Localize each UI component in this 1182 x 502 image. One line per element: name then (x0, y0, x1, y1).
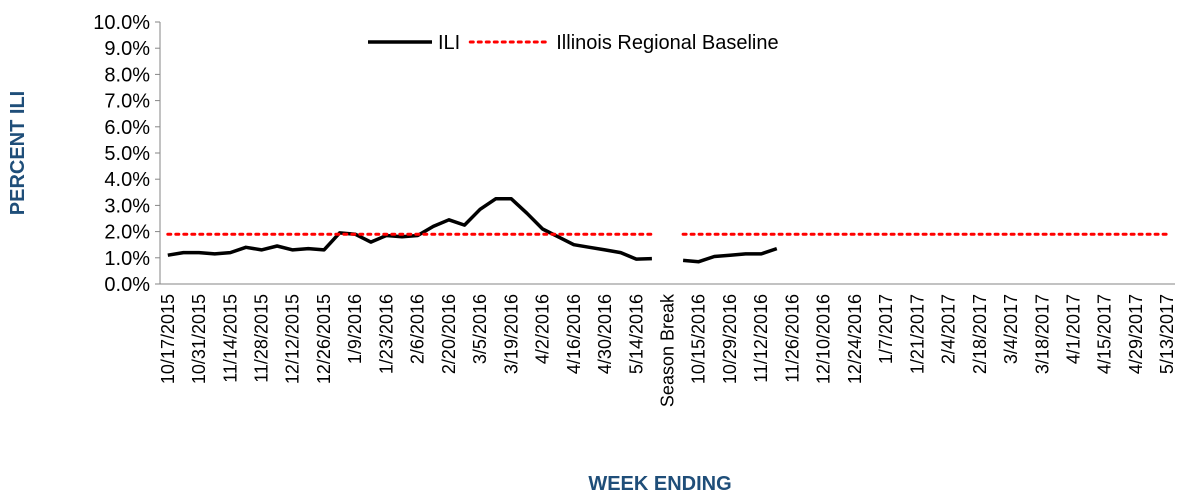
series-line (167, 197, 652, 261)
x-tick-label: 11/28/2015 (252, 294, 272, 383)
x-tick-label: 5/13/2017 (1157, 294, 1177, 374)
x-tick-label: 11/26/2016 (782, 294, 802, 383)
x-tick-label: 5/14/2016 (626, 294, 646, 374)
legend-label: ILI (438, 32, 460, 54)
x-tick-label: 1/21/2017 (907, 294, 927, 374)
x-tick-label: 11/12/2016 (751, 294, 771, 383)
x-tick-label: 10/31/2015 (189, 294, 209, 384)
y-tick-label: 7.0% (104, 91, 150, 113)
x-axis-label: WEEK ENDING (588, 473, 731, 495)
x-tick-label: 2/4/2017 (939, 294, 959, 364)
y-tick-label: 1.0% (104, 248, 150, 270)
x-tick-label: 1/7/2017 (876, 294, 896, 364)
x-tick-label: 4/1/2017 (1064, 294, 1084, 364)
y-tick-label: 10.0% (93, 12, 150, 34)
y-tick-label: 4.0% (104, 169, 150, 191)
series-line (682, 246, 778, 264)
x-tick-label: 12/12/2015 (283, 294, 303, 384)
x-tick-label: 2/18/2017 (970, 294, 990, 374)
y-tick-label: 9.0% (104, 38, 150, 60)
x-tick-label: 10/15/2016 (689, 294, 709, 384)
y-tick-label: 5.0% (104, 143, 150, 165)
x-tick-label: 12/26/2015 (314, 294, 334, 384)
y-tick-label: 0.0% (104, 274, 150, 296)
x-tick-label: Season Break (658, 293, 678, 407)
x-tick-label: 4/16/2016 (564, 294, 584, 374)
x-tick-label: 4/30/2016 (595, 294, 615, 374)
y-tick-label: 6.0% (104, 117, 150, 139)
x-tick-label: 10/17/2015 (158, 294, 178, 384)
x-tick-label: 4/15/2017 (1095, 294, 1115, 374)
y-tick-label: 3.0% (104, 195, 150, 217)
x-tick-label: 11/14/2015 (220, 294, 240, 383)
y-tick-label: 8.0% (104, 64, 150, 86)
y-tick-label: 2.0% (104, 222, 150, 244)
x-tick-label: 4/29/2017 (1126, 294, 1146, 374)
x-tick-label: 1/23/2016 (376, 294, 396, 374)
x-tick-label: 3/4/2017 (1001, 294, 1021, 364)
x-tick-label: 4/2/2016 (533, 294, 553, 364)
x-tick-label: 3/19/2016 (501, 294, 521, 374)
x-tick-label: 3/5/2016 (470, 294, 490, 364)
x-tick-label: 2/6/2016 (408, 294, 428, 364)
x-tick-label: 3/18/2017 (1032, 294, 1052, 374)
x-tick-label: 1/9/2016 (345, 294, 365, 364)
y-axis-label: PERCENT ILI (7, 91, 29, 215)
legend-label: Illinois Regional Baseline (556, 32, 778, 54)
x-tick-label: 2/20/2016 (439, 294, 459, 374)
x-tick-label: 12/24/2016 (845, 294, 865, 384)
x-tick-label: 12/10/2016 (814, 294, 834, 384)
x-tick-label: 10/29/2016 (720, 294, 740, 384)
